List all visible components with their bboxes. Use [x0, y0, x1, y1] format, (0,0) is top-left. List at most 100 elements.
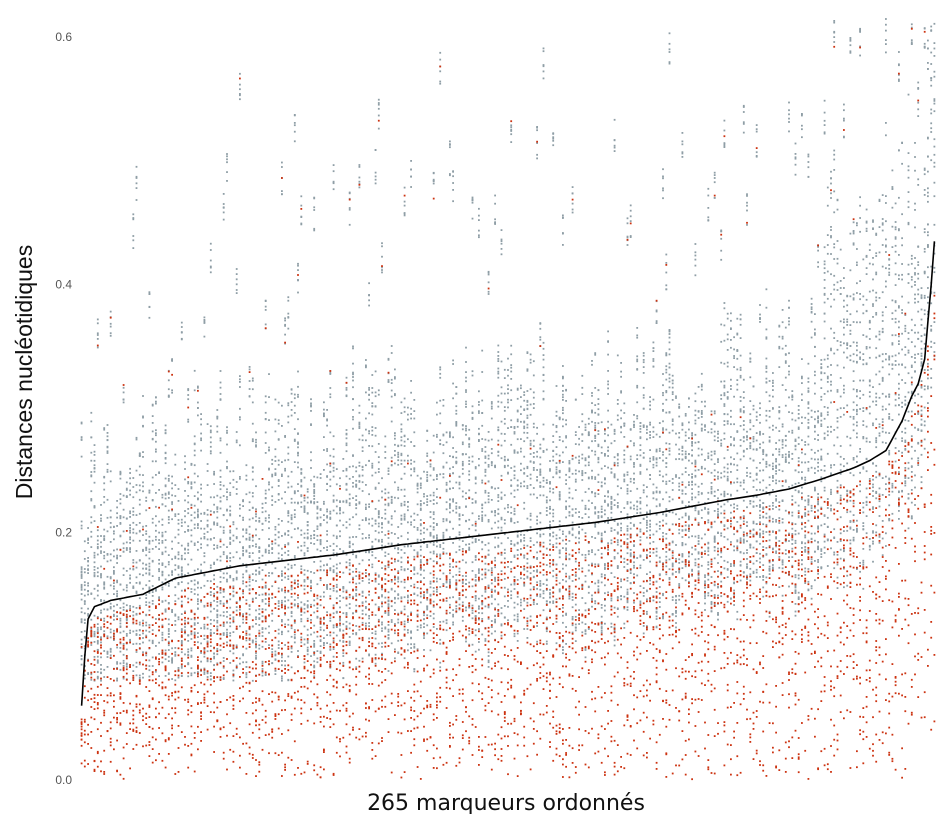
- inter-distance-point: [516, 613, 519, 616]
- inter-distance-point: [277, 485, 280, 487]
- inter-distance-point: [503, 422, 506, 425]
- inter-distance-point: [125, 648, 128, 651]
- inter-distance-point: [584, 459, 587, 462]
- inter-distance-point: [355, 504, 358, 506]
- inter-distance-point: [397, 444, 400, 447]
- inter-distance-point: [164, 599, 167, 602]
- inter-distance-point: [555, 621, 558, 623]
- inter-distance-point: [303, 588, 306, 591]
- inter-distance-point: [90, 644, 93, 646]
- inter-distance-point: [239, 614, 241, 617]
- inter-distance-point: [287, 421, 290, 424]
- inter-distance-point: [158, 542, 160, 545]
- inter-distance-point: [148, 675, 151, 678]
- inter-distance-point: [184, 558, 186, 561]
- inter-distance-point: [371, 554, 374, 557]
- inter-distance-point: [442, 535, 445, 538]
- inter-distance-point: [481, 510, 484, 513]
- inter-distance-point: [552, 455, 555, 458]
- inter-distance-point: [306, 639, 309, 642]
- inter-distance-point: [167, 509, 170, 512]
- inter-distance-point: [135, 582, 138, 584]
- inter-distance-point: [416, 629, 419, 631]
- inter-distance-point: [287, 514, 290, 517]
- inter-distance-point: [523, 544, 526, 547]
- inter-distance-point: [219, 600, 222, 602]
- inter-distance-point: [332, 589, 335, 592]
- inter-distance-point: [164, 444, 167, 447]
- inter-distance-point: [177, 522, 180, 525]
- inter-distance-point: [203, 555, 206, 558]
- inter-distance-point: [562, 596, 564, 599]
- inter-distance-point: [229, 576, 232, 579]
- inter-distance-point: [513, 465, 516, 468]
- inter-distance-point: [200, 642, 202, 645]
- inter-distance-point: [339, 606, 341, 609]
- inter-distance-point: [290, 651, 293, 653]
- inter-distance-point: [119, 498, 122, 501]
- inter-distance-point: [93, 574, 96, 576]
- inter-distance-point: [536, 551, 538, 554]
- inter-distance-point: [474, 478, 477, 480]
- inter-distance-point: [197, 582, 199, 585]
- inter-distance-point: [161, 541, 164, 544]
- inter-distance-point: [377, 510, 380, 512]
- inter-distance-point: [100, 520, 102, 522]
- inter-distance-point: [277, 647, 280, 649]
- inter-distance-point: [478, 458, 480, 460]
- inter-distance-point: [510, 540, 513, 542]
- inter-distance-point: [584, 491, 587, 493]
- inter-distance-point: [158, 539, 160, 541]
- inter-distance-point: [481, 548, 484, 551]
- inter-distance-point: [481, 438, 484, 440]
- inter-distance-point: [368, 294, 370, 296]
- inter-distance-point: [571, 631, 574, 634]
- inter-distance-point: [526, 575, 529, 578]
- inter-distance-point: [419, 532, 422, 535]
- inter-distance-point: [197, 603, 199, 605]
- inter-distance-point: [164, 530, 167, 533]
- inter-distance-point: [416, 572, 419, 575]
- inter-distance-point: [96, 318, 99, 321]
- inter-distance-point: [164, 565, 167, 568]
- inter-distance-point: [542, 47, 545, 50]
- inter-distance-point: [242, 654, 244, 657]
- inter-distance-point: [471, 374, 474, 377]
- inter-distance-point: [200, 487, 202, 490]
- inter-distance-point: [377, 574, 380, 577]
- inter-distance-point: [562, 244, 564, 246]
- inter-distance-point: [271, 612, 274, 615]
- inter-distance-point: [529, 453, 532, 455]
- inter-distance-point: [100, 668, 102, 671]
- inter-distance-point: [532, 570, 535, 572]
- inter-distance-point: [355, 593, 358, 595]
- inter-distance-point: [400, 452, 403, 455]
- inter-distance-point: [164, 654, 167, 656]
- inter-distance-point: [536, 153, 538, 156]
- inter-distance-point: [410, 630, 412, 633]
- inter-distance-point: [171, 501, 173, 503]
- inter-distance-point: [397, 597, 400, 600]
- inter-distance-point: [197, 586, 199, 589]
- inter-distance-point: [529, 473, 532, 476]
- inter-distance-point: [549, 533, 551, 536]
- inter-distance-point: [436, 524, 438, 526]
- inter-distance-point: [432, 550, 435, 553]
- inter-distance-point: [439, 642, 442, 645]
- inter-distance-point: [135, 524, 138, 526]
- inter-distance-point: [371, 524, 374, 527]
- inter-distance-point: [339, 477, 341, 480]
- inter-distance-point: [516, 603, 519, 606]
- inter-distance-point: [419, 539, 422, 541]
- inter-distance-point: [297, 385, 299, 388]
- inter-distance-point: [452, 170, 454, 173]
- inter-distance-point: [335, 590, 338, 593]
- inter-distance-point: [403, 212, 406, 214]
- inter-distance-point: [481, 507, 484, 510]
- inter-distance-point: [290, 414, 293, 417]
- inter-distance-point: [413, 431, 416, 434]
- inter-distance-point: [106, 468, 109, 471]
- inter-distance-point: [536, 479, 538, 482]
- inter-distance-point: [284, 435, 286, 437]
- inter-distance-point: [306, 547, 309, 549]
